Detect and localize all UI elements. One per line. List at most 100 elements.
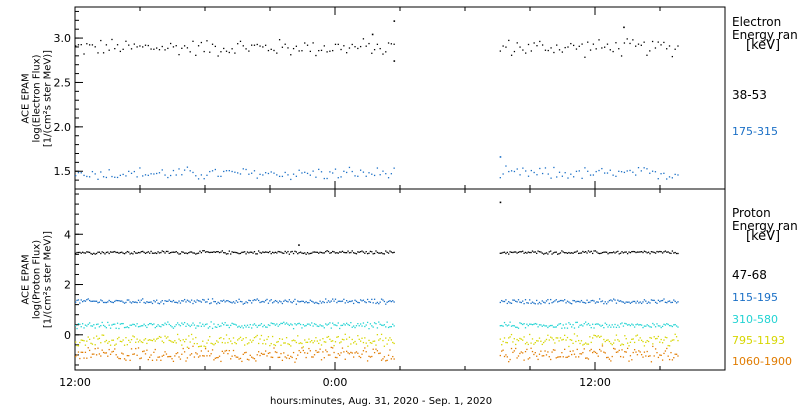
data-point <box>379 301 381 303</box>
data-point <box>631 338 633 340</box>
x-tick-label: 12:00 <box>59 376 91 389</box>
data-point <box>520 338 522 340</box>
data-point <box>178 356 180 358</box>
data-point <box>105 301 108 304</box>
data-point <box>95 335 98 337</box>
data-point <box>190 333 193 336</box>
data-point <box>385 337 387 339</box>
data-point <box>130 324 133 326</box>
data-point <box>122 301 124 303</box>
data-point <box>361 337 363 339</box>
data-point <box>94 46 96 48</box>
data-point <box>112 323 115 325</box>
data-point <box>517 327 520 329</box>
data-point <box>146 342 148 345</box>
data-point <box>91 170 94 173</box>
data-point <box>157 251 159 253</box>
data-point <box>552 252 555 254</box>
data-point <box>86 357 88 359</box>
data-point <box>341 347 344 349</box>
data-point <box>610 360 612 362</box>
data-point <box>530 251 532 254</box>
data-point <box>174 340 176 342</box>
data-point <box>373 174 376 177</box>
data-point <box>223 352 225 354</box>
data-point <box>136 354 138 356</box>
data-point <box>276 341 278 343</box>
data-point <box>133 170 135 173</box>
data-point <box>160 336 162 339</box>
data-point <box>203 355 205 357</box>
data-point <box>91 353 94 355</box>
data-point <box>238 252 240 255</box>
data-point <box>214 168 216 171</box>
data-point <box>210 251 212 253</box>
data-point <box>87 298 89 300</box>
data-point <box>637 43 640 45</box>
data-point <box>94 344 96 346</box>
data-point <box>230 324 232 327</box>
data-point <box>610 299 612 301</box>
data-point <box>93 252 95 254</box>
data-point <box>295 324 298 326</box>
data-point <box>107 342 109 344</box>
data-point <box>651 170 654 172</box>
data-point <box>150 301 152 303</box>
data-point <box>523 336 525 338</box>
data-point <box>97 323 99 325</box>
data-point <box>621 301 623 303</box>
data-point <box>108 299 110 302</box>
data-point <box>213 323 215 325</box>
data-point <box>157 324 159 326</box>
data-point <box>359 251 362 253</box>
data-point <box>508 170 510 173</box>
data-point <box>624 251 626 253</box>
data-point <box>578 356 580 358</box>
data-point <box>199 355 201 357</box>
data-point <box>149 339 151 341</box>
data-point <box>657 325 660 327</box>
data-point <box>332 298 334 300</box>
data-point <box>259 338 261 340</box>
data-point <box>183 351 186 353</box>
data-point <box>269 352 271 354</box>
data-point <box>596 251 598 253</box>
data-point <box>111 324 113 326</box>
data-point <box>512 299 514 301</box>
data-point <box>294 250 296 252</box>
data-point <box>154 252 156 254</box>
data-point <box>130 338 133 341</box>
data-point <box>100 171 102 173</box>
data-point <box>536 323 538 325</box>
data-point <box>390 173 393 175</box>
data-point <box>533 251 535 253</box>
data-point <box>674 300 676 303</box>
data-point <box>213 300 215 303</box>
data-point <box>294 340 296 342</box>
data-point <box>537 326 539 328</box>
data-point <box>143 339 145 341</box>
data-point <box>274 351 277 353</box>
data-point <box>618 48 620 50</box>
data-point <box>290 178 292 181</box>
data-point <box>104 341 106 343</box>
data-point <box>75 355 77 358</box>
data-point <box>618 253 620 255</box>
data-point <box>322 325 324 327</box>
data-point <box>109 300 112 303</box>
data-point <box>142 46 144 48</box>
data-point <box>225 50 228 52</box>
data-point <box>278 323 281 326</box>
data-point <box>351 170 353 173</box>
data-point <box>306 251 309 254</box>
data-point <box>348 166 351 169</box>
data-point <box>348 300 351 303</box>
data-point <box>575 170 578 173</box>
data-point <box>654 171 657 173</box>
data-point <box>221 250 223 252</box>
data-point <box>660 44 662 46</box>
data-point <box>164 351 166 353</box>
data-point <box>98 326 101 328</box>
data-point <box>671 359 674 361</box>
data-point <box>386 359 388 361</box>
